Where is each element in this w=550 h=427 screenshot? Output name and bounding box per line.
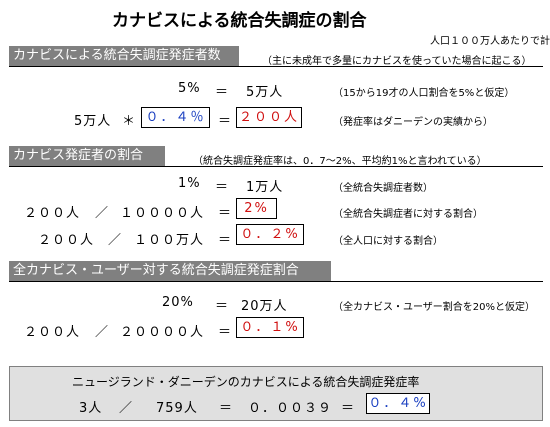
row-2-2-left: ２００人 xyxy=(24,206,81,221)
row-1-2-left: 5万人 xyxy=(74,114,112,129)
row-2-3-mid: １００万人 xyxy=(134,233,205,248)
population-box-red: ０．２% xyxy=(236,224,304,245)
row-2-3-eq: ＝ xyxy=(218,233,233,248)
row-2-3-op: ／ xyxy=(108,233,123,248)
row-1-1-right: 5万人 xyxy=(246,85,284,100)
row-1-2-eq: ＝ xyxy=(218,114,233,129)
row-2-2-note: （全統合失調症者に対する割合） xyxy=(333,209,483,220)
result-box-red: ２００人 xyxy=(236,107,302,128)
row-1-2-op: ＊ xyxy=(122,114,137,129)
row-2-2-mid: １００００人 xyxy=(120,206,205,221)
row-2-3-left: ２００人 xyxy=(38,233,95,248)
section-header-1: カナビスによる統合失調症発症者数 xyxy=(9,46,239,66)
row-1-1-left: 5% xyxy=(178,81,201,96)
summary-box-blue: ０．４% xyxy=(366,393,430,414)
user-share-box-red: ０．１% xyxy=(236,317,304,338)
summary-eq1: ＝ xyxy=(219,401,234,416)
section-header-2: カナビス発症者の割合 xyxy=(9,146,165,166)
section-note-2: （統合失調症発症率は、0．7～2%、平均約1%と言われている） xyxy=(193,156,487,167)
row-1-1-note: （15から19才の人口割合を5%と仮定） xyxy=(333,88,515,99)
row-3-2-left: ２００人 xyxy=(24,325,81,340)
summary-left: 3人 xyxy=(79,401,103,416)
row-3-1-op: ＝ xyxy=(215,299,230,314)
row-2-1-note: （全統合失調症者数） xyxy=(333,183,433,194)
section-divider-1 xyxy=(9,66,543,67)
row-1-1-op: ＝ xyxy=(215,85,230,100)
summary-title: ニュージランド・ダニーデンのカナビスによる統合失調症発症率 xyxy=(72,375,420,389)
row-3-1-left: 20% xyxy=(162,295,194,310)
rate-box-blue: ０．４％ xyxy=(141,107,210,128)
row-2-2-eq: ＝ xyxy=(218,206,233,221)
row-3-1-right: 20万人 xyxy=(241,299,288,314)
row-3-2-mid: ２００００人 xyxy=(120,325,205,340)
summary-mid: 759人 xyxy=(156,401,198,416)
summary-op: ／ xyxy=(119,401,134,416)
section-note-1: （主に未成年で多量にカナビスを使っていた場合に起こる） xyxy=(262,56,532,67)
row-2-3-note: （全人口に対する割合） xyxy=(333,236,443,247)
row-2-2-op: ／ xyxy=(95,206,110,221)
section-header-3: 全カナビス・ユーザー対する統合失調症発症割合 xyxy=(9,261,331,281)
subtitle: 人口１００万人あたりで計算 xyxy=(430,36,550,47)
row-2-1-left: 1% xyxy=(178,176,201,191)
section-divider-2 xyxy=(9,166,543,167)
row-3-2-eq: ＝ xyxy=(218,325,233,340)
share-box-red: 2% xyxy=(236,198,277,219)
row-2-1-right: 1万人 xyxy=(246,180,284,195)
summary-value: ０．００３９ xyxy=(248,401,333,416)
row-1-2-note: （発症率はダニーデンの実績から） xyxy=(333,117,493,128)
row-2-1-op: ＝ xyxy=(215,180,230,195)
row-3-2-op: ／ xyxy=(95,325,110,340)
page-title: カナビスによる統合失調症の割合 xyxy=(112,11,367,31)
section-divider-3 xyxy=(9,281,543,282)
row-3-1-note: （全カナビス・ユーザー割合を20%と仮定） xyxy=(333,302,536,313)
summary-eq2: ＝ xyxy=(341,401,356,416)
summary-panel xyxy=(9,366,543,421)
